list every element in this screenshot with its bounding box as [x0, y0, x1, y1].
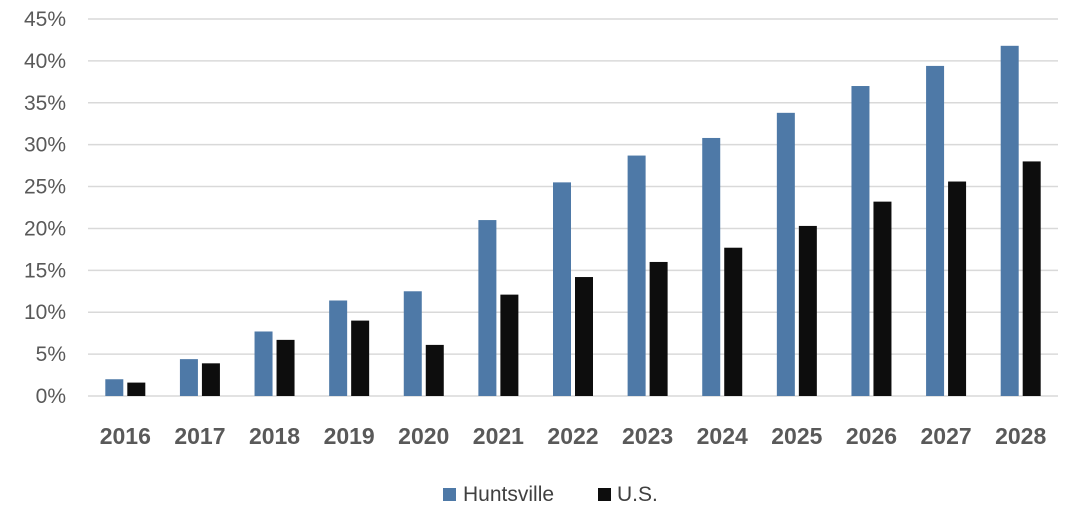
- bar-u-s-2028: [1022, 161, 1041, 396]
- y-axis-ticks: 0% 5% 10% 15% 20% 25% 30% 35% 40% 45%: [24, 8, 66, 408]
- x-tick-label: 2026: [846, 423, 897, 449]
- bar-huntsville-2018: [254, 331, 273, 396]
- bar-u-s-2022: [575, 277, 593, 396]
- bar-u-s-2019: [351, 320, 370, 396]
- bar-u-s-2023: [649, 261, 668, 396]
- bar-huntsville-2028: [1000, 45, 1019, 396]
- bar-u-s-2025: [798, 225, 817, 396]
- bar-huntsville-2026: [851, 86, 870, 397]
- x-tick-label: 2027: [920, 423, 971, 449]
- y-tick-label: 25%: [24, 176, 66, 199]
- x-tick-label: 2017: [174, 423, 225, 449]
- x-axis-ticks: 2016 2017 2018 2019 2020 2021 2022 2023 2024 2025…: [100, 423, 1047, 449]
- legend-label: U.S.: [617, 483, 658, 506]
- x-tick-label: 2019: [324, 423, 375, 449]
- y-tick-label: 10%: [24, 301, 66, 324]
- gridlines: [88, 18, 1058, 397]
- bar-huntsville-2024: [702, 137, 721, 396]
- bar-huntsville-2027: [926, 65, 945, 396]
- bar-u-s-2027: [948, 181, 967, 396]
- y-tick-label: 0%: [36, 385, 66, 408]
- x-tick-label: 2018: [249, 423, 300, 449]
- x-tick-label: 2021: [473, 423, 524, 449]
- legend: Huntsville U.S.: [443, 483, 658, 506]
- y-tick-label: 35%: [24, 92, 66, 115]
- bar-huntsville-2025: [776, 112, 795, 396]
- x-tick-label: 2020: [398, 423, 449, 449]
- legend-swatch: [598, 488, 611, 501]
- bars: [105, 45, 1041, 397]
- bar-huntsville-2021: [478, 220, 497, 396]
- x-tick-label: 2025: [771, 423, 822, 449]
- bar-huntsville-2019: [329, 300, 348, 396]
- y-tick-label: 40%: [24, 50, 66, 73]
- y-tick-label: 20%: [24, 217, 66, 240]
- bar-u-s-2018: [276, 339, 295, 396]
- x-tick-label: 2016: [100, 423, 151, 449]
- y-tick-label: 15%: [24, 259, 66, 282]
- bar-huntsville-2016: [105, 379, 124, 396]
- x-tick-label: 2028: [995, 423, 1046, 449]
- bar-u-s-2020: [425, 344, 444, 396]
- bar-u-s-2017: [201, 363, 220, 396]
- bar-u-s-2024: [724, 247, 743, 396]
- bar-huntsville-2022: [553, 182, 571, 396]
- legend-swatch: [443, 488, 456, 501]
- x-tick-label: 2022: [547, 423, 598, 449]
- bar-u-s-2026: [873, 201, 892, 396]
- bar-huntsville-2023: [627, 155, 646, 396]
- bar-huntsville-2020: [403, 291, 422, 396]
- x-tick-label: 2024: [697, 423, 748, 449]
- x-tick-label: 2023: [622, 423, 673, 449]
- legend-label: Huntsville: [463, 483, 554, 506]
- bar-u-s-2021: [500, 294, 519, 396]
- y-tick-label: 45%: [24, 8, 66, 31]
- y-tick-label: 5%: [36, 343, 66, 366]
- bar-u-s-2016: [127, 382, 146, 396]
- bar-huntsville-2017: [179, 359, 198, 396]
- y-tick-label: 30%: [24, 134, 66, 157]
